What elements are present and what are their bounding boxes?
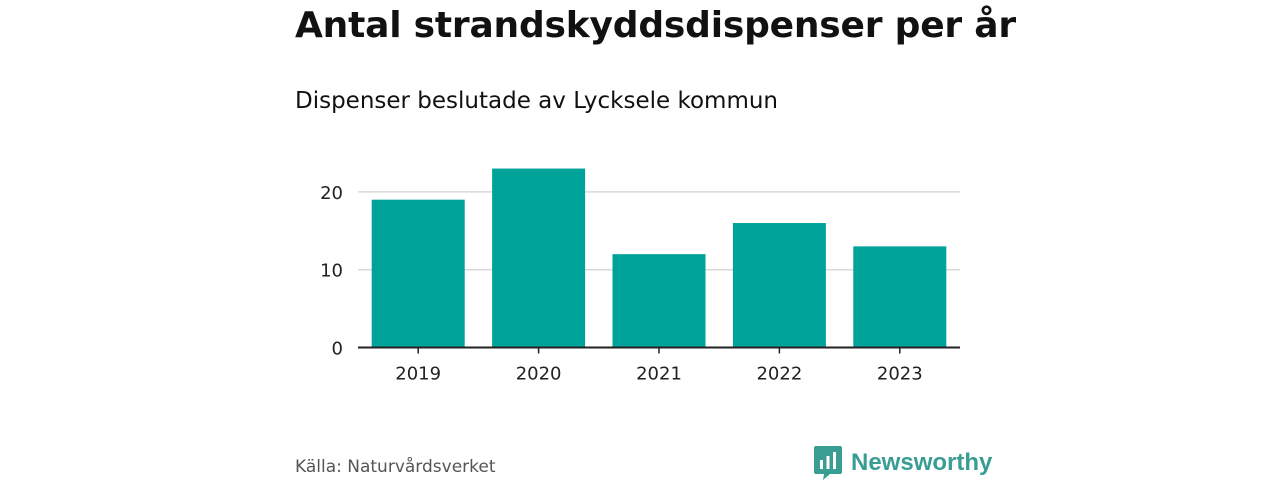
bar-2022 [732, 223, 826, 348]
brand-name: Newsworthy [851, 449, 993, 476]
y-tick-label: 20 [320, 183, 343, 204]
x-tick-label: 2022 [756, 364, 802, 385]
bar-2019 [371, 199, 465, 348]
bar-2021 [612, 254, 706, 348]
y-tick-label: 0 [332, 339, 343, 360]
bar-2023 [853, 246, 947, 348]
x-tick-label: 2023 [877, 364, 923, 385]
x-tick-label: 2019 [395, 364, 441, 385]
x-tick-label: 2020 [516, 364, 562, 385]
chart-title: Antal strandskyddsdispenser per år [295, 5, 1016, 46]
axes: 0 10 20 2019 2020 2021 2022 2023 [320, 183, 960, 385]
bar-chart: 0 10 20 2019 2020 2021 2022 2023 [320, 168, 960, 385]
bar-2020 [492, 168, 586, 348]
brand-logo: Newsworthy [814, 446, 992, 480]
y-tick-label: 10 [320, 261, 343, 282]
x-tick-label: 2021 [636, 364, 682, 385]
bars [371, 168, 947, 348]
source-note: Källa: Naturvårdsverket [295, 457, 496, 477]
newsworthy-logo-icon [814, 446, 842, 480]
chart-subtitle: Dispenser beslutade av Lycksele kommun [295, 88, 778, 114]
